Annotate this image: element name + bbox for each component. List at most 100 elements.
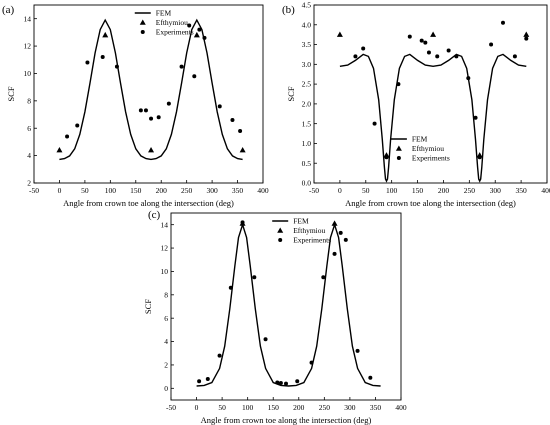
panel-label: (c) (148, 209, 161, 221)
y-axis-label: SCF (143, 299, 153, 314)
experiment-point (309, 360, 314, 365)
y-tick-label: 2 (27, 179, 31, 188)
experiment-point (321, 275, 326, 280)
legend-label: Experiments (412, 154, 450, 163)
fem-series-line (59, 18, 243, 161)
experiment-point (278, 381, 283, 386)
y-axis-label: SCF (286, 86, 296, 101)
x-axis-label: Angle from crown toe along the intersect… (345, 198, 516, 208)
experiment-point (454, 54, 459, 59)
legend-label: Experiments (156, 28, 194, 37)
experiment-point (166, 101, 171, 106)
efthymiou-point (336, 31, 343, 37)
efthymiou-point (430, 31, 437, 37)
experiment-point (284, 381, 288, 386)
x-tick-label: 350 (515, 186, 527, 195)
y-tick-label: 4 (27, 151, 31, 160)
legend-label: Efthymiou (412, 144, 444, 153)
chart-panel: (a) -50 0 50 100 150 200 250 300 350 400 2 4 6 8 10 12 14… (2, 4, 269, 208)
experiment-point (217, 104, 222, 109)
experiment-point (332, 251, 337, 256)
experiment-point (477, 155, 482, 160)
y-tick-label: 4 (164, 337, 168, 346)
y-tick-label: 6 (164, 314, 168, 323)
experiment-point (361, 46, 366, 51)
experiment-point (419, 38, 424, 43)
y-tick-label: 10 (24, 69, 32, 78)
efthymiou-point (56, 146, 63, 153)
legend-circle-swatch (278, 238, 283, 242)
plot-frame (170, 212, 402, 401)
experiment-point (446, 48, 451, 53)
y-tick-label: 4.5 (302, 1, 312, 10)
y-tick-label: 0 (164, 384, 168, 393)
experiment-point (179, 64, 184, 69)
y-axis-label: SCF (6, 86, 16, 101)
experiment-point (500, 20, 505, 25)
experiment-point (466, 76, 471, 81)
experiment-point (524, 36, 529, 41)
y-tick-label: 0.0 (302, 179, 312, 188)
experiment-point (192, 74, 197, 79)
x-tick-label: 50 (218, 403, 226, 412)
experiment-point (143, 108, 148, 113)
x-tick-label: 400 (541, 186, 550, 195)
experiment-point (238, 128, 243, 133)
x-tick-label: 250 (464, 186, 476, 195)
y-tick-label: 12 (161, 244, 169, 253)
experiment-point (156, 115, 161, 120)
experiment-point (384, 155, 389, 160)
y-tick-label: 8 (27, 96, 31, 105)
x-tick-label: 0 (338, 186, 342, 195)
experiment-point (275, 380, 280, 385)
x-axis-label: Angle from crown toe along the intersect… (201, 415, 372, 425)
legend-circle-swatch (140, 30, 145, 34)
x-tick-label: 0 (195, 403, 199, 412)
experiment-point (100, 55, 105, 60)
fem-series-line (339, 53, 527, 183)
legend-label: Efthymiou (293, 226, 325, 235)
legend-label: FEM (156, 9, 172, 18)
experiment-point (187, 23, 192, 28)
legend-circle-swatch (396, 156, 401, 160)
experiment-point (65, 134, 70, 139)
experiment-point (252, 275, 257, 280)
x-tick-label: 400 (395, 403, 407, 412)
legend-triangle-swatch (395, 145, 402, 151)
x-tick-label: 250 (319, 403, 331, 412)
y-tick-label: 2.5 (302, 80, 312, 89)
y-tick-label: 12 (24, 42, 32, 51)
experiment-point (217, 353, 222, 358)
efthymiou-point (102, 31, 109, 38)
experiment-point (114, 64, 119, 69)
x-tick-label: 200 (438, 186, 450, 195)
experiment-point (423, 40, 428, 45)
y-tick-label: 3.5 (302, 40, 312, 49)
experiment-point (512, 54, 517, 59)
experiment-point (338, 230, 343, 235)
experiment-point (202, 35, 207, 40)
legend-triangle-swatch (139, 19, 146, 25)
panel-label: (b) (282, 4, 295, 16)
plot-frame (313, 4, 548, 184)
x-tick-label: -50 (309, 186, 319, 195)
experiment-point (489, 42, 494, 47)
experiment-point (368, 375, 373, 380)
y-tick-label: 0.5 (302, 159, 312, 168)
experiment-point (240, 220, 245, 225)
experiment-point (228, 285, 233, 290)
chart-panel: (c) -50 0 50 100 150 200 250 300 350 400 0 2 4 6 8 10 12 1… (143, 209, 407, 425)
x-tick-label: 250 (181, 186, 193, 195)
experiment-point (407, 34, 412, 39)
experiment-point (263, 337, 268, 342)
x-tick-label: 150 (268, 403, 280, 412)
experiment-point (396, 82, 401, 87)
x-tick-label: 200 (156, 186, 168, 195)
y-tick-label: 8 (164, 290, 168, 299)
x-tick-label: -50 (29, 186, 39, 195)
panel-label: (a) (2, 4, 15, 16)
